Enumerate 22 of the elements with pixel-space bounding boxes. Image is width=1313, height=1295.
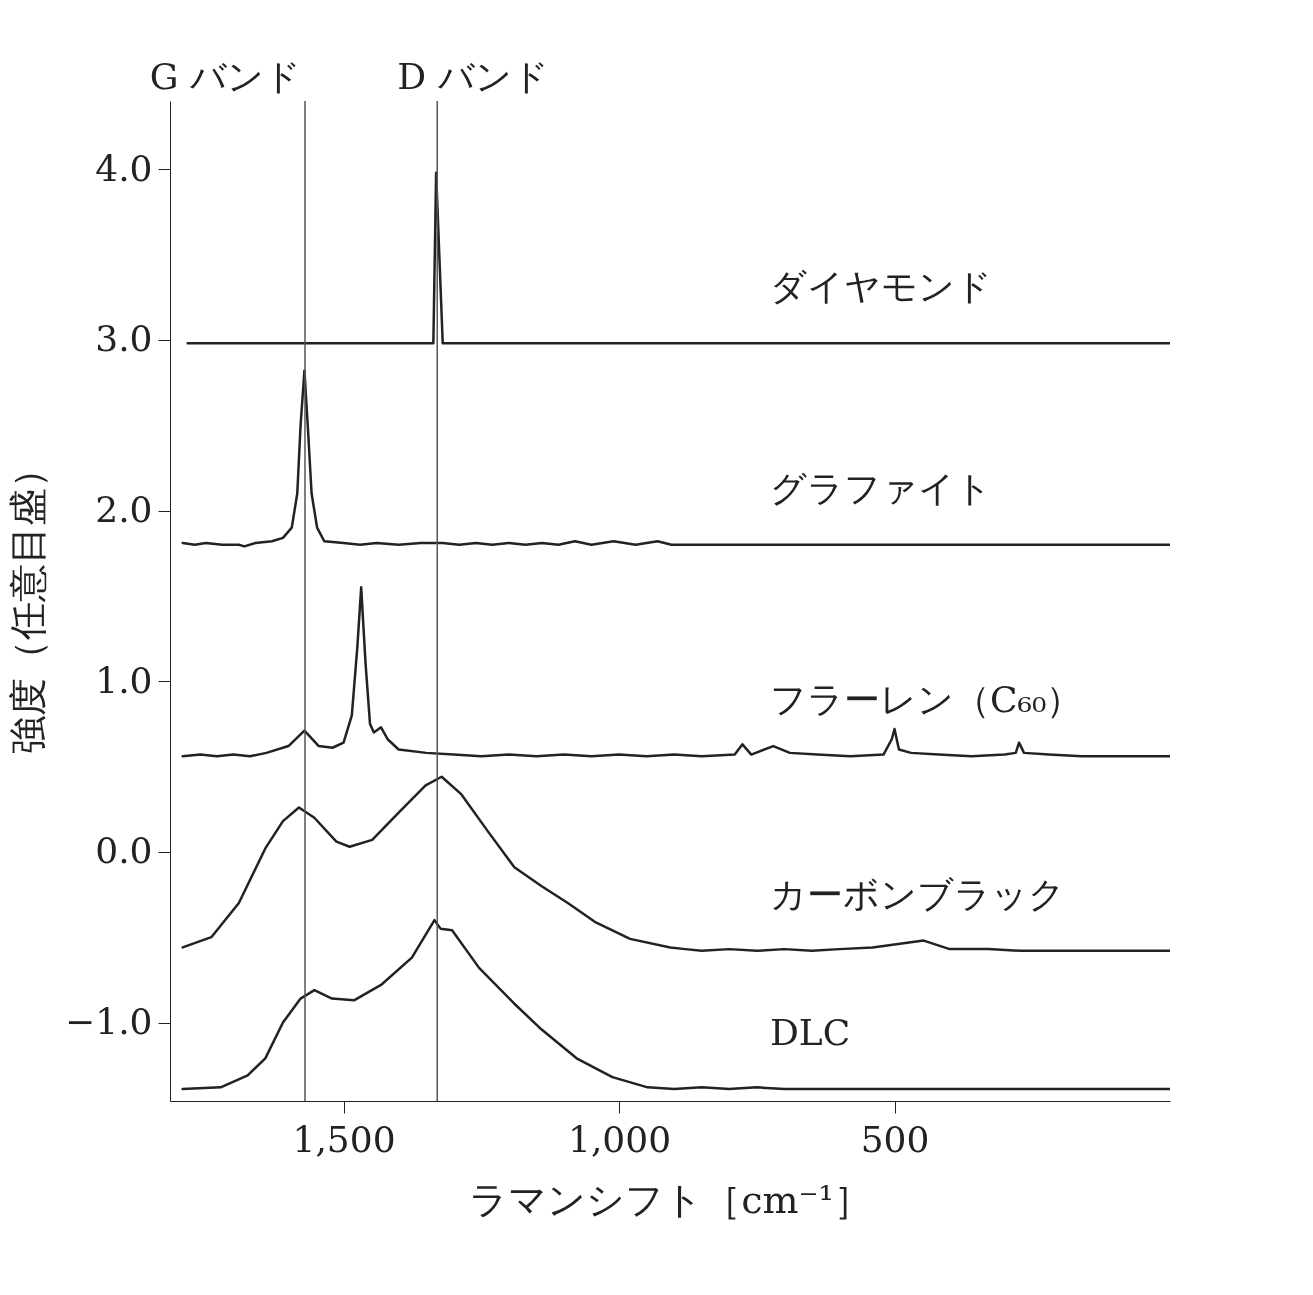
series-label: DLC — [770, 1012, 851, 1054]
line-series — [181, 775, 1170, 953]
x-axis-title: ラマンシフト［cm⁻¹］ — [469, 1177, 872, 1222]
y-tick-label: 0.0 — [95, 830, 153, 872]
line-series — [181, 369, 1170, 548]
y-tick-label: 2.0 — [95, 489, 153, 531]
x-tick-label: 1,500 — [292, 1118, 396, 1160]
series-label: フラーレン（C₆₀） — [770, 679, 1083, 721]
y-axis-title: 強度（任意目盛） — [6, 449, 51, 754]
line-series — [181, 586, 1170, 758]
y-tick-label: −1.0 — [65, 1001, 153, 1042]
ref-line-label: G バンド — [149, 56, 301, 97]
y-tick-label: 1.0 — [95, 659, 153, 701]
series-label: カーボンブラック — [770, 873, 1065, 915]
x-tick-label: 1,000 — [568, 1118, 672, 1160]
line-series — [181, 918, 1170, 1091]
y-tick-label: 4.0 — [95, 147, 153, 189]
series-label: グラファイト — [770, 467, 992, 509]
x-tick-label: 500 — [860, 1118, 930, 1160]
series-label: ダイヤモンド — [770, 266, 992, 308]
y-tick-label: 3.0 — [95, 318, 153, 360]
ref-line-label: D バンド — [397, 56, 549, 97]
